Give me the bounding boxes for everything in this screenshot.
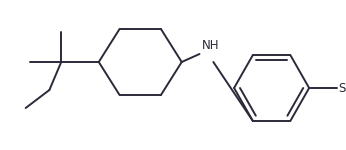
Text: S: S (338, 81, 345, 94)
Text: NH: NH (201, 39, 219, 52)
